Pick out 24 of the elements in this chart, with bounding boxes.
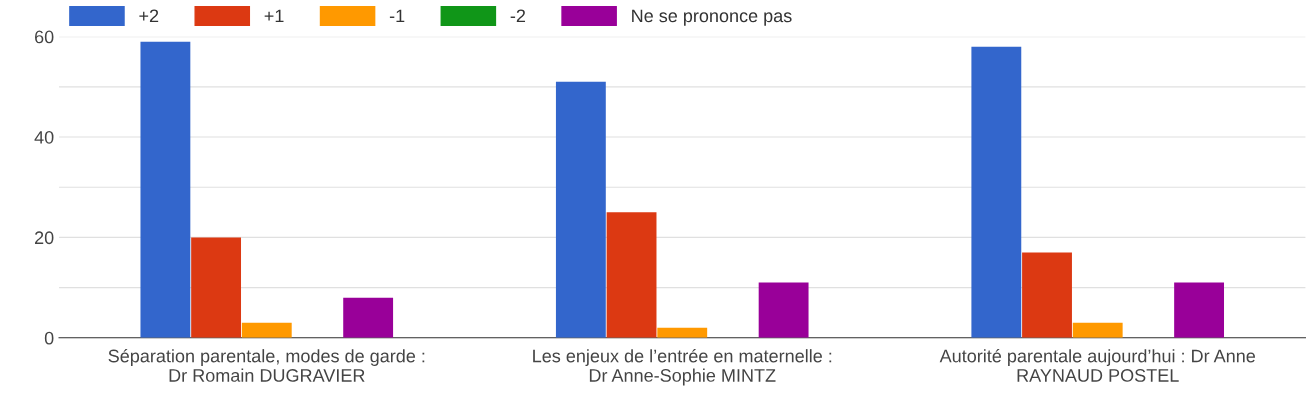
x-tick-label: Séparation parentale, modes de garde : Dr Romain DUGRAVIER: [108, 348, 425, 382]
bar: [657, 327, 708, 338]
legend-label: -2: [510, 9, 526, 23]
y-tick-label: 40: [34, 130, 54, 144]
x-tick-label: Autorité parentale aujourd’hui : Dr Anne RAYNAUD POSTEL: [939, 348, 1255, 382]
bar: [343, 297, 394, 338]
legend-label: +2: [139, 9, 159, 23]
bar: [140, 41, 191, 338]
legend-label: +1: [264, 9, 284, 23]
y-tick-label: 60: [35, 30, 54, 44]
bar: [971, 46, 1022, 338]
bar: [758, 282, 809, 338]
bar: [555, 81, 606, 338]
legend-label: Ne se prononce pas: [632, 9, 792, 26]
x-tick-label: Les enjeux de l’entrée en maternelle : Dr Anne-Sophie MINTZ: [533, 348, 832, 386]
bar: [1174, 282, 1225, 338]
bar: [606, 212, 657, 338]
y-tick-label: 20: [35, 231, 54, 245]
bar: [191, 237, 242, 338]
bar: [1022, 252, 1072, 338]
y-tick-label: 0: [44, 331, 54, 345]
bar: [1072, 322, 1123, 338]
legend-label: -1: [389, 9, 405, 23]
bar: [241, 322, 292, 338]
